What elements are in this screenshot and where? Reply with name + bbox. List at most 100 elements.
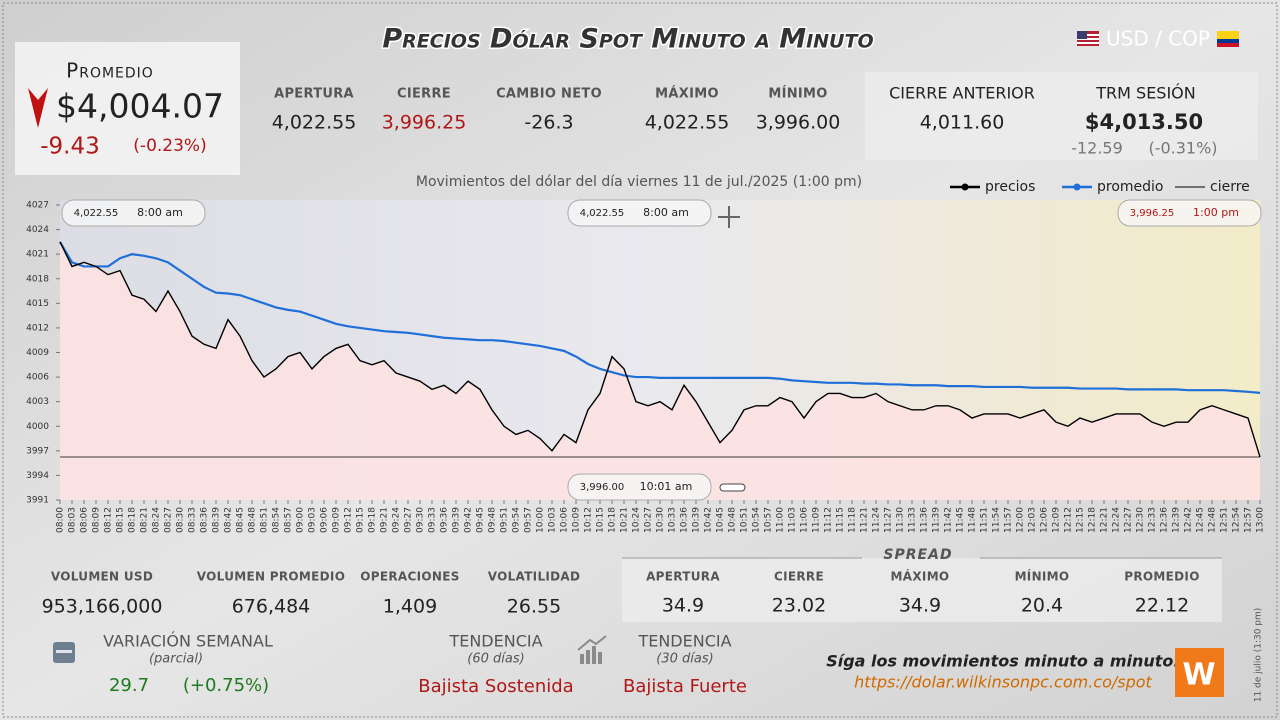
trend-value: Bajista Fuerte [623, 676, 747, 697]
footer-url[interactable]: https://dolar.wilkinsonpc.com.co/spot [854, 673, 1152, 692]
x-tick-label: 12:42 [1184, 507, 1194, 533]
annotation-time: 1:00 pm [1193, 206, 1239, 219]
volume-value: 26.55 [507, 596, 561, 618]
x-tick-label: 08:39 [212, 507, 222, 533]
weekly-change: 29.7 [109, 675, 149, 696]
x-tick-label: 11:57 [1004, 507, 1014, 533]
x-tick-label: 10:36 [680, 507, 690, 533]
x-tick-label: 10:57 [764, 507, 774, 533]
spread-panel [622, 558, 1222, 622]
x-tick-label: 12:03 [1028, 507, 1038, 533]
us-flag [1077, 31, 1099, 46]
annotation-box [567, 199, 712, 227]
average-value: $4,004.07 [56, 87, 224, 126]
x-tick-label: 12:09 [1052, 507, 1062, 533]
currency-pair: USD / COP [1106, 27, 1210, 51]
y-tick-label: 3991 [26, 496, 49, 506]
x-tick-label: 08:57 [284, 507, 294, 533]
trends: TENDENCIA(60 días)Bajista SostenidaTENDE… [418, 632, 747, 698]
y-tick-label: 4021 [26, 250, 49, 260]
x-tick-label: 08:09 [92, 507, 102, 533]
x-tick-label: 08:15 [116, 507, 126, 533]
x-tick-label: 11:39 [932, 507, 942, 533]
x-tick-label: 13:00 [1256, 507, 1266, 533]
x-tick-label: 11:21 [860, 507, 870, 533]
y-tick-label: 4027 [26, 201, 49, 211]
annotation-time: 8:00 am [137, 206, 183, 219]
x-tick-label: 11:30 [896, 507, 906, 533]
previous-panel [865, 72, 1258, 160]
average-label: Promedio [66, 59, 154, 83]
x-tick-label: 12:27 [1124, 507, 1134, 533]
stat-label: CIERRE [397, 87, 451, 102]
x-tick-label: 10:24 [632, 507, 642, 533]
x-tick-label: 09:15 [356, 507, 366, 533]
x-tick-label: 08:06 [80, 507, 90, 533]
x-tick-label: 10:09 [572, 507, 582, 533]
x-tick-label: 10:00 [536, 507, 546, 533]
volume-label: VOLATILIDAD [488, 570, 581, 584]
x-tick-label: 11:45 [956, 507, 966, 533]
previous-close-value: 4,011.60 [920, 112, 1005, 134]
x-tick-label: 12:30 [1136, 507, 1146, 533]
trend-period: (30 días) [656, 652, 713, 667]
volume-label: VOLUMEN PROMEDIO [197, 570, 345, 584]
x-tick-label: 11:24 [872, 507, 882, 533]
stat-value: 4,022.55 [645, 112, 730, 134]
x-tick-label: 08:48 [248, 507, 258, 533]
x-tick-label: 10:21 [620, 507, 630, 533]
x-tick-label: 11:51 [980, 507, 990, 533]
x-tick-label: 09:09 [332, 507, 342, 533]
annotation-box [1117, 199, 1262, 227]
calendar-icon [53, 642, 75, 663]
x-tick-label: 08:03 [68, 507, 78, 533]
spread-label: APERTURA [646, 570, 720, 584]
trm-label: TRM SESIÓN [1095, 84, 1195, 103]
x-tick-label: 12:18 [1088, 507, 1098, 533]
x-tick-label: 09:42 [464, 507, 474, 533]
spread-label: CIERRE [774, 570, 824, 584]
x-tick-label: 10:18 [608, 507, 618, 533]
stat-label: MÁXIMO [655, 86, 719, 102]
annotation-time: 10:01 am [640, 480, 693, 493]
x-tick-label: 12:06 [1040, 507, 1050, 533]
down-arrow [28, 88, 48, 128]
annotation-time: 8:00 am [643, 206, 689, 219]
y-tick-label: 3994 [26, 471, 49, 481]
legend-dot [1073, 183, 1081, 191]
average-change: -9.43 [40, 134, 100, 160]
x-tick-label: 12:51 [1220, 507, 1230, 533]
logo[interactable] [1175, 648, 1224, 697]
x-tick-label: 10:15 [596, 507, 606, 533]
x-tick-label: 10:42 [704, 507, 714, 533]
x-tick-label: 11:00 [776, 507, 786, 533]
annotation-value: 4,022.55 [580, 208, 625, 219]
y-tick-label: 4003 [26, 397, 49, 407]
scroll-handle [719, 483, 746, 492]
trend-icon [577, 635, 607, 664]
weekly-note: (parcial) [149, 652, 203, 667]
spread-value: 34.9 [662, 595, 704, 617]
x-tick-label: 11:15 [836, 507, 846, 533]
trend-value: Bajista Sostenida [418, 676, 573, 697]
y-tick-label: 3997 [26, 446, 49, 456]
x-tick-label: 10:54 [752, 507, 762, 533]
spread-value: 23.02 [772, 595, 826, 617]
x-tick-label: 10:51 [740, 507, 750, 533]
x-tick-label: 09:39 [452, 507, 462, 533]
x-tick-label: 09:12 [344, 507, 354, 533]
legend-label: promedio [1097, 179, 1164, 195]
legend-label: precios [985, 179, 1035, 195]
trm-change: -12.59 [1071, 139, 1123, 158]
x-tick-label: 09:18 [368, 507, 378, 533]
weekly-change-pct: (+0.75%) [183, 675, 269, 696]
trend-label: TENDENCIA [448, 632, 542, 651]
x-tick-label: 09:03 [308, 507, 318, 533]
stat-value: -26.3 [524, 112, 573, 134]
timestamp: 11 de julio (1:30 pm) [1254, 608, 1264, 703]
x-tick-label: 12:15 [1076, 507, 1086, 533]
spread-value: 20.4 [1021, 595, 1063, 617]
x-tick-label: 12:00 [1016, 507, 1026, 533]
x-tick-label: 11:33 [908, 507, 918, 533]
